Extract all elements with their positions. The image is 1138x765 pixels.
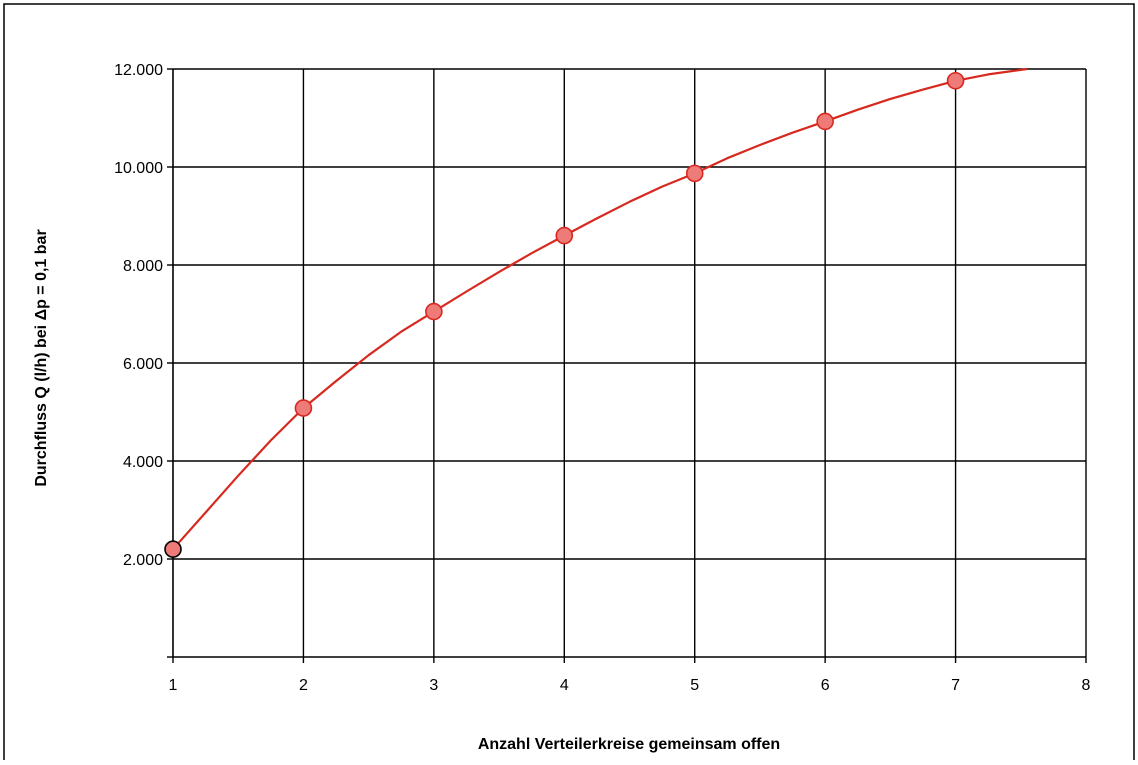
series-line — [172, 67, 1028, 550]
y-tick-label: 2.000 — [123, 552, 163, 569]
x-tick-label: 6 — [821, 677, 830, 694]
y-axis-title: Durchfluss Q (l/h) bei Δp = 0,1 bar — [33, 229, 50, 486]
y-tick-label: 8.000 — [123, 258, 163, 275]
y-tick-label: 6.000 — [123, 356, 163, 373]
axes — [167, 68, 1087, 663]
data-point-marker — [946, 71, 965, 90]
series — [164, 67, 1028, 559]
x-tick-label: 4 — [560, 677, 569, 694]
data-point-marker — [816, 112, 834, 131]
tick-labels: 1 2 3 4 5 6 7 8 2.000 4.000 6.000 8.000 10.000 12.000 — [114, 62, 1090, 694]
y-tick-label: 12.000 — [114, 62, 163, 79]
data-point-marker — [425, 302, 443, 321]
x-tick-label: 1 — [169, 677, 178, 694]
grid — [173, 68, 1087, 657]
data-point-marker — [294, 399, 313, 417]
x-tick-label: 7 — [951, 677, 960, 694]
x-tick-label: 5 — [690, 677, 699, 694]
data-point-marker — [555, 226, 574, 245]
data-point-marker — [685, 164, 704, 183]
x-tick-label: 8 — [1082, 677, 1091, 694]
x-axis-title: Anzahl Verteilerkreise gemeinsam offen — [478, 736, 780, 753]
y-tick-label: 4.000 — [123, 454, 163, 471]
x-tick-label: 2 — [299, 677, 308, 694]
x-tick-label: 3 — [429, 677, 438, 694]
chart-border — [3, 3, 1135, 765]
y-tick-label: 10.000 — [114, 160, 163, 177]
data-point-marker — [164, 540, 182, 559]
